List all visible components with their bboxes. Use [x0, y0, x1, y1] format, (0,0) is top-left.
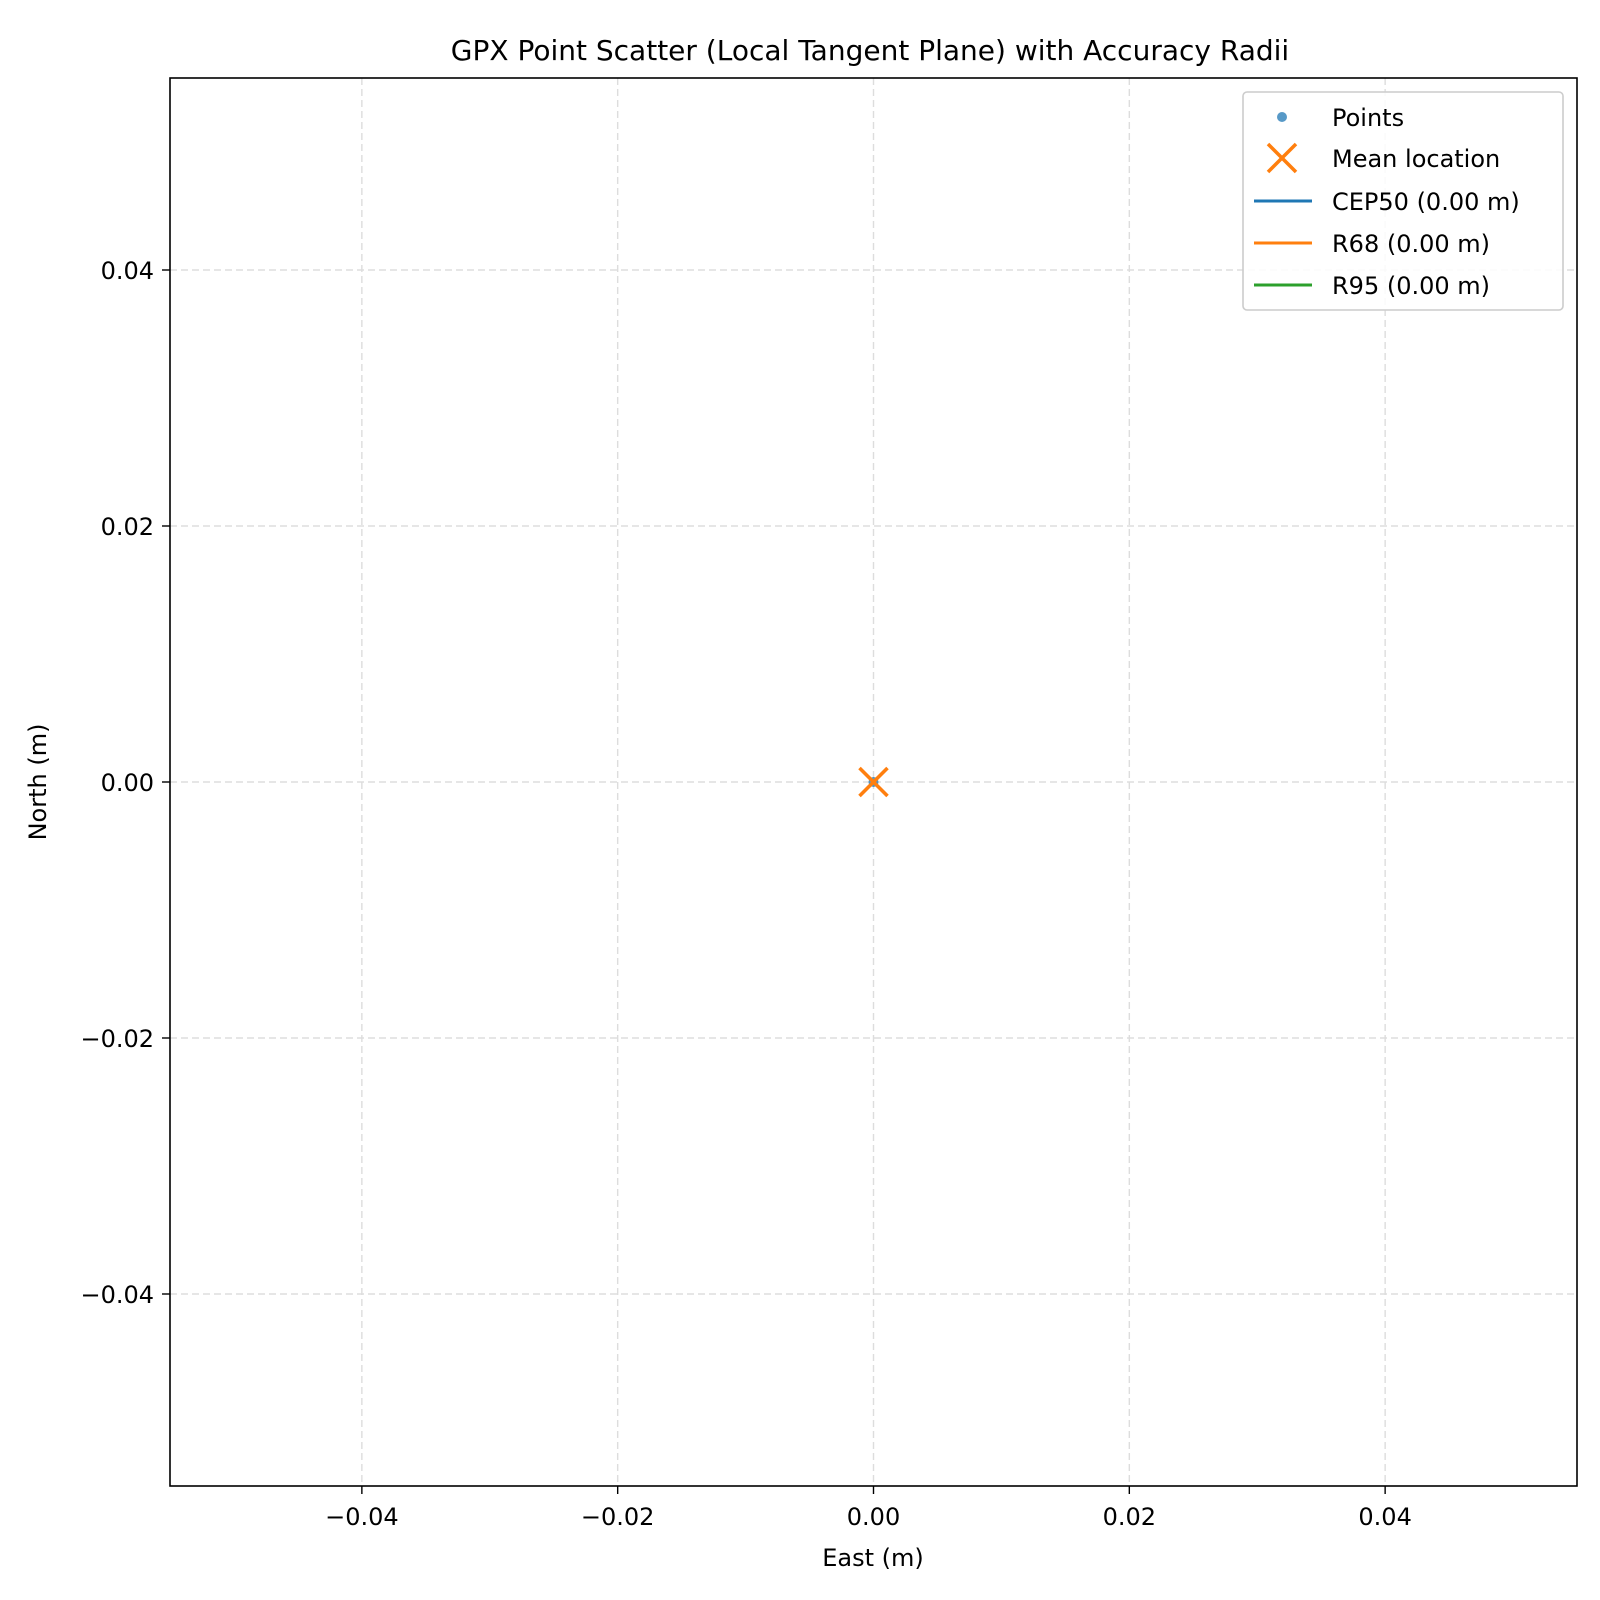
grid-lines	[170, 78, 1577, 1486]
x-tick-label: 0.02	[1103, 1503, 1156, 1531]
x-tick-label: −0.04	[325, 1503, 399, 1531]
y-tick-label: 0.02	[101, 513, 154, 541]
legend-item: R68 (0.00 m)	[1254, 230, 1490, 258]
x-axis-ticks: −0.04 −0.02 0.00 0.02 0.04	[325, 1486, 1412, 1531]
legend: Points Mean location CEP50 (0.00 m) R68 (0.…	[1242, 91, 1564, 311]
mean-location-marker	[858, 766, 889, 798]
chart-title: GPX Point Scatter (Local Tangent Plane) …	[451, 34, 1289, 67]
x-axis-label: East (m)	[822, 1544, 924, 1572]
y-tick-label: −0.04	[80, 1281, 154, 1309]
legend-x-icon	[1266, 142, 1298, 174]
legend-label: Mean location	[1332, 145, 1500, 173]
y-tick-label: −0.02	[80, 1025, 154, 1053]
legend-box	[1242, 91, 1564, 311]
data-marks	[858, 766, 889, 798]
x-tick-label: −0.02	[581, 1503, 655, 1531]
legend-item: Mean location	[1266, 142, 1500, 174]
y-tick-label: 0.04	[101, 257, 154, 285]
x-tick-label: 0.00	[847, 1503, 900, 1531]
legend-label: Points	[1332, 104, 1404, 132]
legend-item: Points	[1277, 104, 1404, 132]
legend-item: CEP50 (0.00 m)	[1254, 188, 1520, 216]
y-tick-label: 0.00	[101, 769, 154, 797]
x-tick-label: 0.04	[1358, 1503, 1411, 1531]
legend-item: R95 (0.00 m)	[1254, 272, 1490, 300]
y-axis-label: North (m)	[24, 724, 52, 841]
legend-label: R68 (0.00 m)	[1332, 230, 1490, 258]
legend-point-icon	[1277, 112, 1287, 122]
legend-label: R95 (0.00 m)	[1332, 272, 1490, 300]
legend-label: CEP50 (0.00 m)	[1332, 188, 1520, 216]
y-axis-ticks: −0.04 −0.02 0.00 0.02 0.04	[80, 257, 170, 1309]
